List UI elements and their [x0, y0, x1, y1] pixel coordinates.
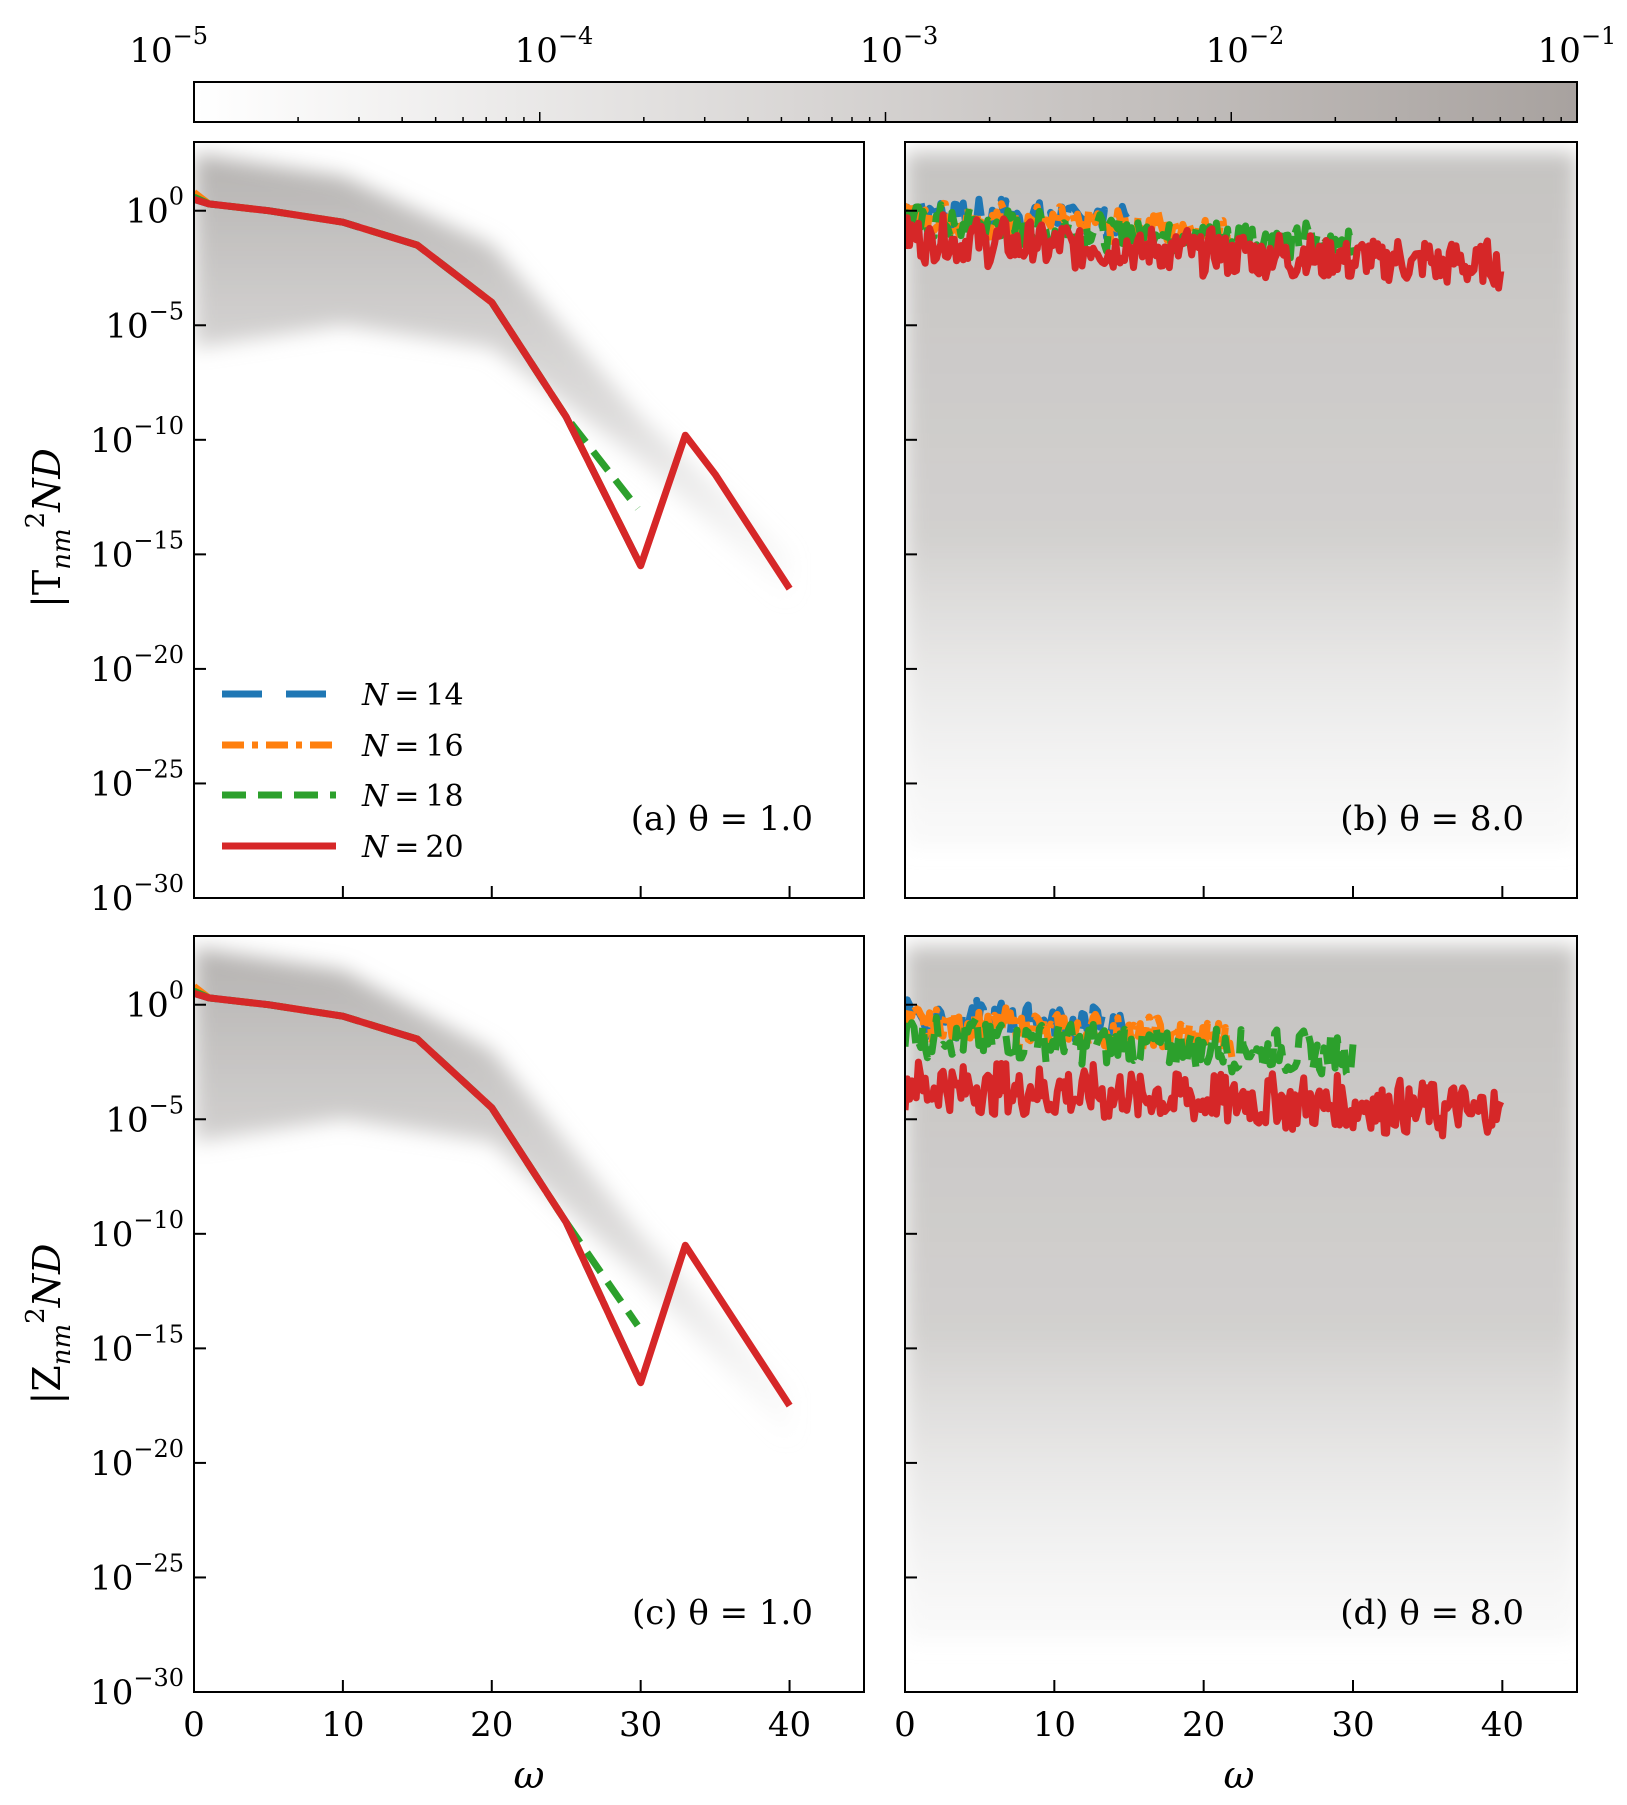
panel-b [904, 141, 1578, 899]
legend-label-n16: N = 16 [361, 729, 464, 764]
plot-area [194, 153, 793, 601]
series-line-n20 [905, 1058, 1505, 1140]
panel-a: 100 10−5 10−10 10−15 10−20 10−25 10−30 [90, 141, 865, 919]
panel-annotation-a: (a) θ = 1.0 [631, 799, 813, 839]
panel-c: 0 10 20 30 40 100 10−5 10−10 10−15 10−20 10−25 10−3… [90, 935, 865, 1745]
colorbar-tick-label: 10−3 [860, 22, 939, 71]
density-band [194, 153, 790, 601]
y-tick-label: 10−20 [90, 641, 184, 690]
legend-label-n20: N = 20 [361, 830, 464, 865]
x-axis-label-left: ω [514, 1753, 545, 1797]
x-tick-label: 0 [183, 1705, 205, 1745]
panel-d: 0 10 20 30 40 [894, 935, 1578, 1745]
x-axis-label-right: ω [1224, 1753, 1255, 1797]
x-tick-label: 0 [894, 1705, 916, 1745]
plot-area [905, 946, 1577, 1642]
x-tick-label: 40 [768, 1705, 811, 1745]
y-tick-label: 10−30 [90, 870, 184, 919]
series-line-n20 [194, 989, 793, 1408]
colorbar-tick-label: 10−2 [1206, 22, 1285, 71]
y-tick-label: 10−15 [90, 1320, 184, 1369]
colorbar-tick-label: 10−1 [1538, 22, 1617, 71]
x-tick-label: 40 [1481, 1705, 1524, 1745]
y-tick-label: 100 [125, 183, 184, 232]
legend-label-n14: N = 14 [361, 678, 464, 713]
plot-area [194, 947, 793, 1440]
density-band [905, 946, 1577, 1642]
y-tick-label: 10−10 [90, 412, 184, 461]
y-tick-label: 100 [125, 977, 184, 1026]
y-tick-label: 10−15 [90, 526, 184, 575]
colorbar-tick-labels: 10−5 10−4 10−3 10−2 10−1 [129, 22, 1616, 71]
x-tick-label: 10 [1033, 1705, 1076, 1745]
panel-frame [904, 141, 1578, 899]
panel-frame [904, 935, 1578, 1693]
colorbar: 10−5 10−4 10−3 10−2 10−1 [129, 22, 1616, 123]
panel-frame [193, 935, 865, 1693]
x-tick-label: 20 [1182, 1705, 1225, 1745]
y-tick-label: 10−25 [90, 755, 184, 804]
series-line-n18 [905, 1013, 1357, 1080]
series-line-n20 [194, 195, 793, 591]
density-band [194, 947, 790, 1440]
y-tick-label: 10−5 [105, 1091, 184, 1140]
colorbar-tick-label: 10−4 [515, 22, 594, 71]
legend-label-n18: N = 18 [361, 779, 464, 814]
y-tick-label: 10−30 [90, 1664, 184, 1713]
series-line-n20 [905, 211, 1505, 292]
panel-annotation-c: (c) θ = 1.0 [632, 1593, 813, 1633]
x-tick-label: 20 [470, 1705, 513, 1745]
plot-area [905, 152, 1577, 848]
legend: N = 14 N = 16 N = 18 N = 20 [222, 678, 464, 865]
colorbar-ticks [193, 112, 1562, 122]
y-tick-label: 10−25 [90, 1549, 184, 1598]
y-axis-label-bottom: |Znm2ND [21, 1244, 77, 1405]
x-tick-label: 30 [619, 1705, 662, 1745]
y-tick-label: 10−10 [90, 1206, 184, 1255]
x-tick-label: 30 [1331, 1705, 1374, 1745]
y-axis-label-top: |Tnm2ND [21, 448, 77, 608]
panel-frame [193, 141, 865, 899]
x-tick-label: 10 [321, 1705, 364, 1745]
colorbar-tick-label: 10−5 [129, 22, 208, 71]
y-tick-label: 10−20 [90, 1435, 184, 1484]
panel-annotation-b: (b) θ = 8.0 [1340, 799, 1524, 839]
y-tick-label: 10−5 [105, 297, 184, 346]
panel-annotation-d: (d) θ = 8.0 [1340, 1593, 1524, 1633]
